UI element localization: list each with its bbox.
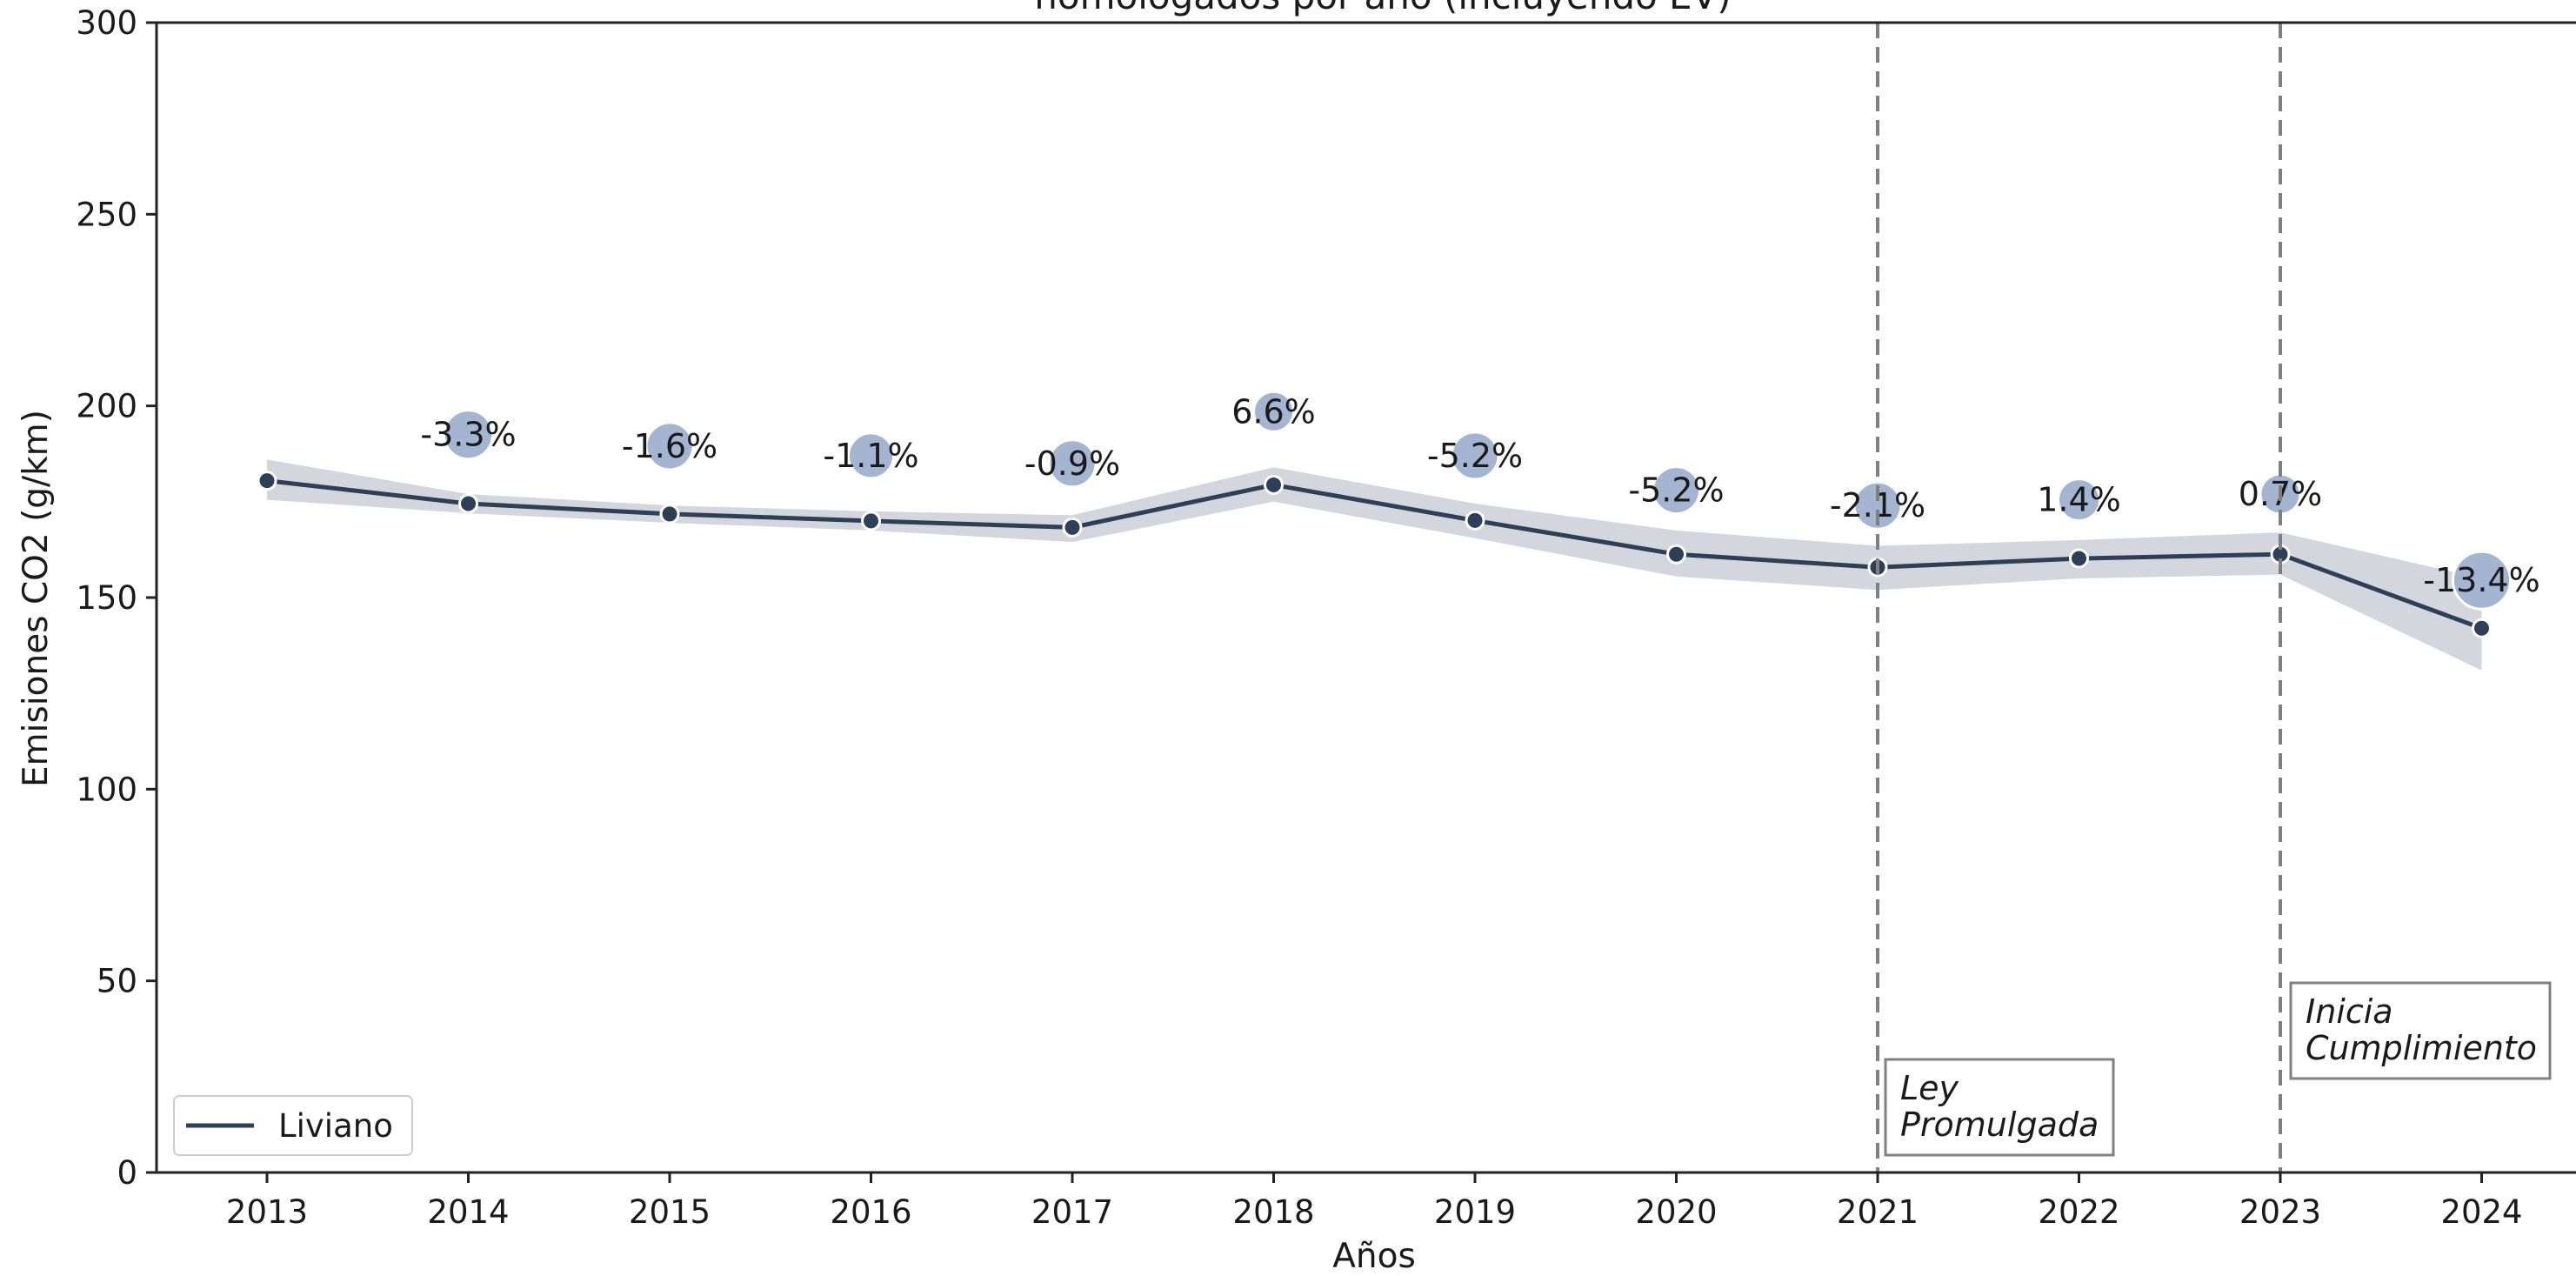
legend-frame <box>173 1095 413 1156</box>
x-tick-label-2024: 2024 <box>2440 1193 2522 1231</box>
y-tick-label-200: 200 <box>76 388 137 425</box>
event-box-2023 <box>2289 981 2552 1080</box>
change-bubble-2024 <box>2451 550 2513 611</box>
event-text-2023-0: Inicia <box>2306 992 2393 1031</box>
change-label-2015: -1.6% <box>622 427 717 465</box>
change-label-2017: -0.9% <box>1024 444 1120 483</box>
x-tick-label-2020: 2020 <box>1635 1193 1717 1231</box>
change-bubble-2021 <box>1852 480 1903 531</box>
legend: Liviano <box>173 1095 413 1156</box>
data-point-2013 <box>257 471 277 491</box>
series-line-liviano <box>266 478 2483 631</box>
x-tick-label-2023: 2023 <box>2239 1193 2321 1231</box>
x-tick-label-2019: 2019 <box>1434 1193 1516 1231</box>
bubble-annotation-layer: -3.3% -1.6% -1.1% -0.9%6.6%-5.2%-5.2% -2.1% 1… <box>420 390 2540 611</box>
data-point-2020 <box>1666 544 1686 565</box>
change-label-2020: -5.2% <box>1628 471 1724 510</box>
change-label-2016: -1.1% <box>823 437 918 475</box>
change-label-2014: -3.3% <box>420 416 516 454</box>
x-tick-label-2022: 2022 <box>2038 1193 2119 1231</box>
change-label-2022: 1.4% <box>2037 481 2121 519</box>
event-box-2021 <box>1884 1058 2115 1157</box>
data-point-2018 <box>1264 474 1284 495</box>
change-bubble-2022 <box>2056 478 2102 523</box>
change-bubble-2016 <box>846 431 896 480</box>
x-tick-label-2013: 2013 <box>226 1193 308 1231</box>
y-tick-label-50: 50 <box>97 963 137 1000</box>
change-bubble-2015 <box>644 421 695 471</box>
data-point-2015 <box>659 504 680 524</box>
data-point-2019 <box>1465 510 1485 531</box>
change-bubble-2014 <box>442 409 495 461</box>
change-label-2019: -5.2% <box>1427 437 1523 475</box>
y-tick-label-0: 0 <box>117 1154 137 1192</box>
confidence-band <box>267 459 2482 671</box>
change-bubble-2019 <box>1450 431 1500 481</box>
y-tick-label-150: 150 <box>76 579 137 617</box>
legend-label-liviano: Liviano <box>278 1107 393 1145</box>
series-line-layer <box>257 471 2492 638</box>
change-bubble-2020 <box>1651 465 1702 516</box>
data-point-2022 <box>2069 548 2089 569</box>
change-bubble-2018 <box>1251 390 1296 433</box>
y-tick-label-250: 250 <box>76 196 137 233</box>
event-text-2021-1: Promulgada <box>1900 1106 2099 1144</box>
confidence-band-layer <box>267 459 2482 671</box>
data-point-2017 <box>1062 517 1083 538</box>
x-axis-title: Años <box>1332 1237 1416 1272</box>
data-point-2016 <box>861 511 881 531</box>
change-label-2024: -13.4% <box>2423 561 2539 599</box>
x-tick-label-2021: 2021 <box>1837 1193 1919 1231</box>
x-tick-label-2015: 2015 <box>629 1193 711 1231</box>
x-tick-label-2018: 2018 <box>1232 1193 1314 1231</box>
change-label-2018: 6.6% <box>1231 392 1316 431</box>
x-tick-label-2014: 2014 <box>427 1193 509 1231</box>
event-text-2021-0: Ley <box>1900 1069 1959 1107</box>
y-axis-title: Emisiones CO2 (g/km) <box>17 410 56 787</box>
axis-layer: 0 50 100 150 200 250 300 2013 2014 2015 2016 2017 20… <box>76 4 2576 1231</box>
y-tick-label-300: 300 <box>76 4 137 42</box>
event-text-2023-1: Cumplimiento <box>2306 1029 2537 1067</box>
x-tick-label-2017: 2017 <box>1031 1193 1113 1231</box>
x-tick-label-2016: 2016 <box>830 1193 911 1231</box>
y-tick-label-100: 100 <box>76 771 137 808</box>
chart-title: homologados por año (incluyendo EV) <box>1034 0 1731 17</box>
data-point-2024 <box>2472 618 2492 638</box>
data-point-2014 <box>458 493 478 514</box>
change-bubble-2017 <box>1047 438 1098 489</box>
